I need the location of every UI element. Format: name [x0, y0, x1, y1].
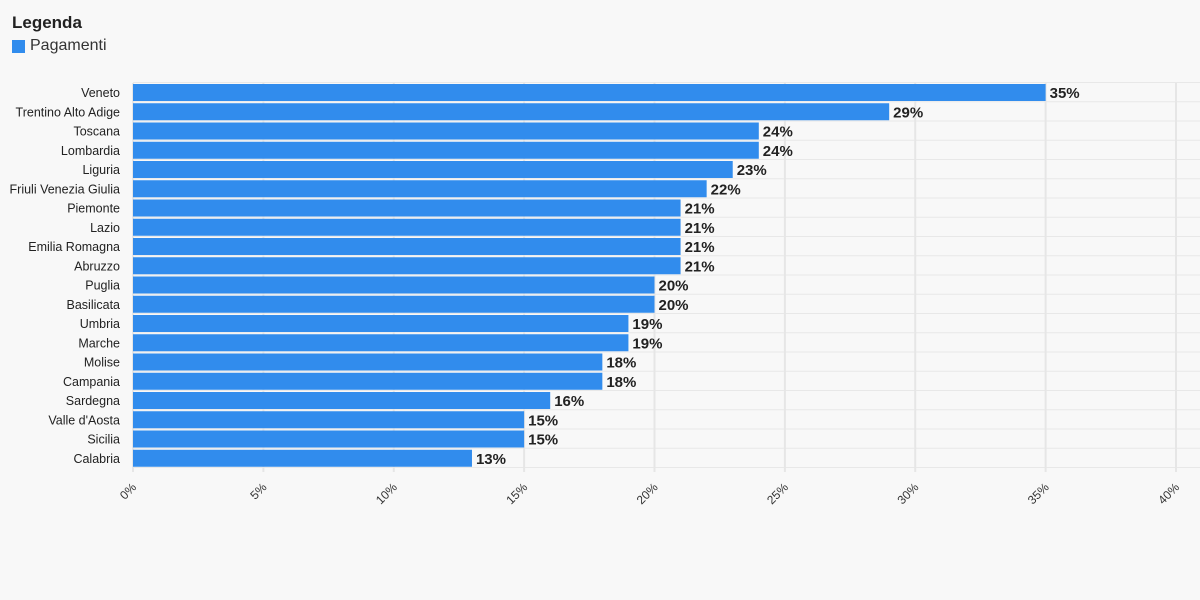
bar [133, 161, 733, 178]
value-label: 18% [606, 355, 636, 372]
value-label: 24% [763, 143, 793, 160]
x-tick-label: 30% [894, 480, 921, 507]
bar [133, 199, 681, 217]
value-label: 23% [737, 162, 767, 179]
bar [133, 449, 472, 467]
bar [133, 84, 1046, 101]
value-label: 19% [632, 316, 662, 333]
x-tick-label: 35% [1025, 480, 1052, 507]
category-label: Abruzzo [74, 259, 120, 273]
legend-swatch [12, 39, 25, 53]
bar [133, 334, 629, 352]
bar [133, 430, 525, 448]
bar [133, 180, 707, 198]
x-tick-label: 15% [503, 480, 530, 507]
value-label: 20% [659, 278, 689, 295]
x-tick-label: 40% [1155, 480, 1182, 507]
bar [133, 372, 603, 390]
x-tick-label: 20% [634, 480, 661, 507]
x-tick-label: 25% [764, 480, 791, 507]
legend-item-label: Pagamenti [30, 37, 107, 54]
value-label: 29% [893, 104, 923, 121]
bar [133, 141, 759, 159]
category-label: Marche [78, 336, 120, 350]
x-tick-label: 0% [117, 480, 139, 502]
bar [133, 238, 681, 255]
bar [133, 218, 681, 236]
bar [133, 103, 890, 121]
value-label: 15% [528, 412, 558, 429]
value-label: 15% [528, 432, 558, 449]
bar [133, 257, 681, 275]
category-label: Liguria [82, 163, 120, 177]
legend-title: Legenda [12, 13, 82, 32]
value-label: 20% [659, 297, 689, 314]
category-label: Friuli Venezia Giulia [10, 182, 121, 196]
value-label: 21% [685, 258, 715, 275]
category-label: Molise [84, 356, 120, 370]
bar [133, 353, 603, 371]
value-label: 24% [763, 124, 793, 141]
category-label: Umbria [80, 317, 120, 331]
bar [133, 276, 655, 294]
value-label: 21% [685, 201, 715, 218]
x-tick-label: 5% [247, 480, 269, 502]
category-label: Calabria [73, 452, 120, 466]
value-label: 21% [685, 239, 715, 256]
category-label: Trentino Alto Adige [16, 105, 121, 119]
category-label: Puglia [85, 279, 120, 293]
category-label: Veneto [81, 86, 120, 100]
category-label: Sardegna [66, 394, 120, 408]
category-label: Lazio [90, 221, 120, 235]
legend: Legenda Pagamenti [12, 12, 107, 55]
bar [133, 315, 629, 332]
value-label: 21% [685, 220, 715, 237]
category-label: Lombardia [61, 144, 120, 158]
category-label: Valle d'Aosta [48, 413, 120, 427]
bar [133, 392, 551, 409]
x-tick-label: 10% [373, 480, 400, 507]
bar [133, 122, 759, 140]
value-label: 19% [632, 335, 662, 352]
value-label: 18% [606, 374, 636, 391]
category-label: Toscana [73, 125, 120, 139]
bar [133, 295, 655, 313]
category-label: Campania [63, 375, 120, 389]
category-label: Sicilia [87, 433, 120, 447]
value-label: 16% [554, 393, 584, 410]
category-label: Basilicata [67, 298, 121, 312]
value-label: 35% [1050, 85, 1080, 102]
value-label: 13% [476, 451, 506, 468]
bar [133, 411, 525, 429]
category-label: Emilia Romagna [28, 240, 120, 254]
legend-item-pagamenti[interactable]: Pagamenti [12, 37, 107, 55]
value-label: 22% [711, 181, 741, 198]
category-label: Piemonte [67, 202, 120, 216]
